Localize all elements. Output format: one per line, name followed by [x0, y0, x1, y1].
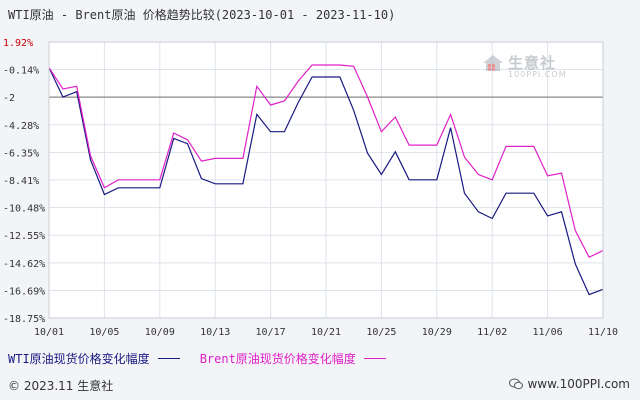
x-tick-labels: 10/01 10/05 10/09 10/13 10/17 10/21 10/25 10/29… [34, 327, 618, 338]
y-tick-label: -12.55% [3, 231, 45, 242]
x-tick-label: 10/25 [366, 327, 396, 338]
x-tick-label: 10/29 [422, 327, 452, 338]
x-tick-label: 10/05 [89, 327, 119, 338]
y-tick-label: -8.41% [3, 176, 39, 187]
site-url[interactable]: www.100PPI.com [527, 377, 630, 391]
legend-label-brent: Brent原油现货价格变化幅度 [199, 352, 356, 366]
plot-border [48, 41, 604, 319]
legend-swatch-wti [157, 358, 180, 359]
series-line-wti [48, 67, 604, 296]
chart-title: WTI原油 - Brent原油 价格趋势比较(2023-10-01 - 2023… [8, 8, 396, 22]
y-tick-label: -2 [3, 93, 15, 104]
series-layer [48, 64, 604, 296]
legend-swatch-brent [363, 358, 386, 359]
x-tick-label: 10/13 [200, 327, 230, 338]
x-tick-label: 10/21 [311, 327, 341, 338]
copyright-footer: © 2023.11 生意社 [8, 379, 114, 393]
x-tick-label: 10/17 [256, 327, 286, 338]
series-line-brent [48, 64, 604, 258]
watermark-brand: 生意社 [508, 54, 557, 72]
legend-item-wti: WTI原油现货价格变化幅度 [8, 350, 180, 367]
y-tick-label: -6.35% [3, 148, 39, 159]
axes [48, 41, 604, 319]
legend-label-wti: WTI原油现货价格变化幅度 [8, 352, 150, 366]
site-link[interactable]: www.100PPI.com [509, 377, 630, 391]
y-tick-label: -4.28% [3, 121, 39, 132]
y-tick-label: -10.48% [3, 204, 45, 215]
y-tick-label: -16.69% [3, 286, 45, 297]
legend-item-brent: Brent原油现货价格变化幅度 [200, 350, 386, 367]
y-tick-label: -18.75% [3, 314, 45, 325]
x-tick-label: 11/10 [588, 327, 618, 338]
x-tick-label: 11/02 [477, 327, 507, 338]
house-logo-icon [483, 54, 503, 71]
watermark-logo: 生意社 100PPI.COM [482, 52, 566, 79]
x-tick-label: 10/01 [34, 327, 64, 338]
y-tick-label: -14.62% [3, 259, 45, 270]
watermark-sub: 100PPI.COM [508, 70, 567, 79]
chart-legend: WTI原油现货价格变化幅度 Brent原油现货价格变化幅度 [8, 350, 406, 367]
y-tick-label: -0.14% [3, 66, 39, 77]
wechat-icon [509, 378, 524, 390]
x-tick-label: 11/06 [533, 327, 563, 338]
x-tick-label: 10/09 [145, 327, 175, 338]
y-tick-labels: 1.92% -0.14% -2 -4.28% -6.35% -8.41% -10.48% -1… [3, 38, 45, 325]
y-tick-label: 1.92% [3, 38, 33, 49]
